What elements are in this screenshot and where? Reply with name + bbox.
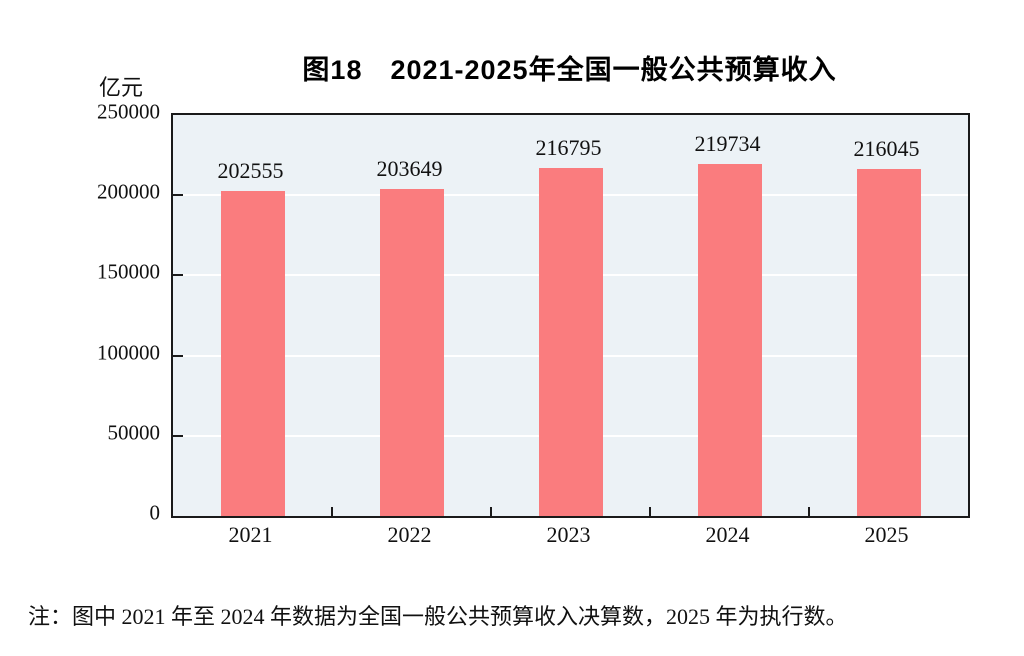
bar-value-label: 216045 <box>853 136 920 162</box>
bar-2025 <box>856 169 921 516</box>
y-tick-label: 50000 <box>107 420 161 445</box>
bar-2021 <box>220 191 285 516</box>
y-tick-label: 250000 <box>97 99 160 124</box>
y-tick-label: 150000 <box>97 259 160 284</box>
bar-value-label: 216795 <box>535 135 602 161</box>
x-axis-tick <box>649 507 651 516</box>
y-axis-unit-label: 亿元 <box>99 75 144 100</box>
bar-2022 <box>379 189 444 516</box>
bar-2024 <box>697 163 762 516</box>
y-axis-tick <box>173 354 183 357</box>
plot-area <box>171 113 970 518</box>
y-tick-label: 100000 <box>97 340 160 365</box>
bar-value-label: 203649 <box>376 156 443 182</box>
x-tick-label: 2021 <box>228 522 273 547</box>
x-tick-label: 2023 <box>546 522 591 547</box>
chart-title: 图18 2021-2025年全国一般公共预算收入 <box>302 55 837 85</box>
x-axis-tick <box>331 507 333 516</box>
bar-2023 <box>538 168 603 516</box>
x-tick-label: 2025 <box>864 522 909 547</box>
bar-value-label: 219734 <box>694 130 761 156</box>
x-tick-label: 2024 <box>705 522 750 547</box>
y-tick-label: 200000 <box>97 179 160 204</box>
bar-value-label: 202555 <box>217 158 284 184</box>
y-axis-tick <box>173 434 183 437</box>
x-axis-tick <box>490 507 492 516</box>
y-tick-label: 0 <box>149 500 161 525</box>
x-axis-tick <box>808 507 810 516</box>
y-axis-tick <box>173 194 183 197</box>
y-axis-tick <box>173 274 183 277</box>
footnote: 注：图中 2021 年至 2024 年数据为全国一般公共预算收入决算数，2025… <box>28 604 848 629</box>
x-tick-label: 2022 <box>387 522 432 547</box>
